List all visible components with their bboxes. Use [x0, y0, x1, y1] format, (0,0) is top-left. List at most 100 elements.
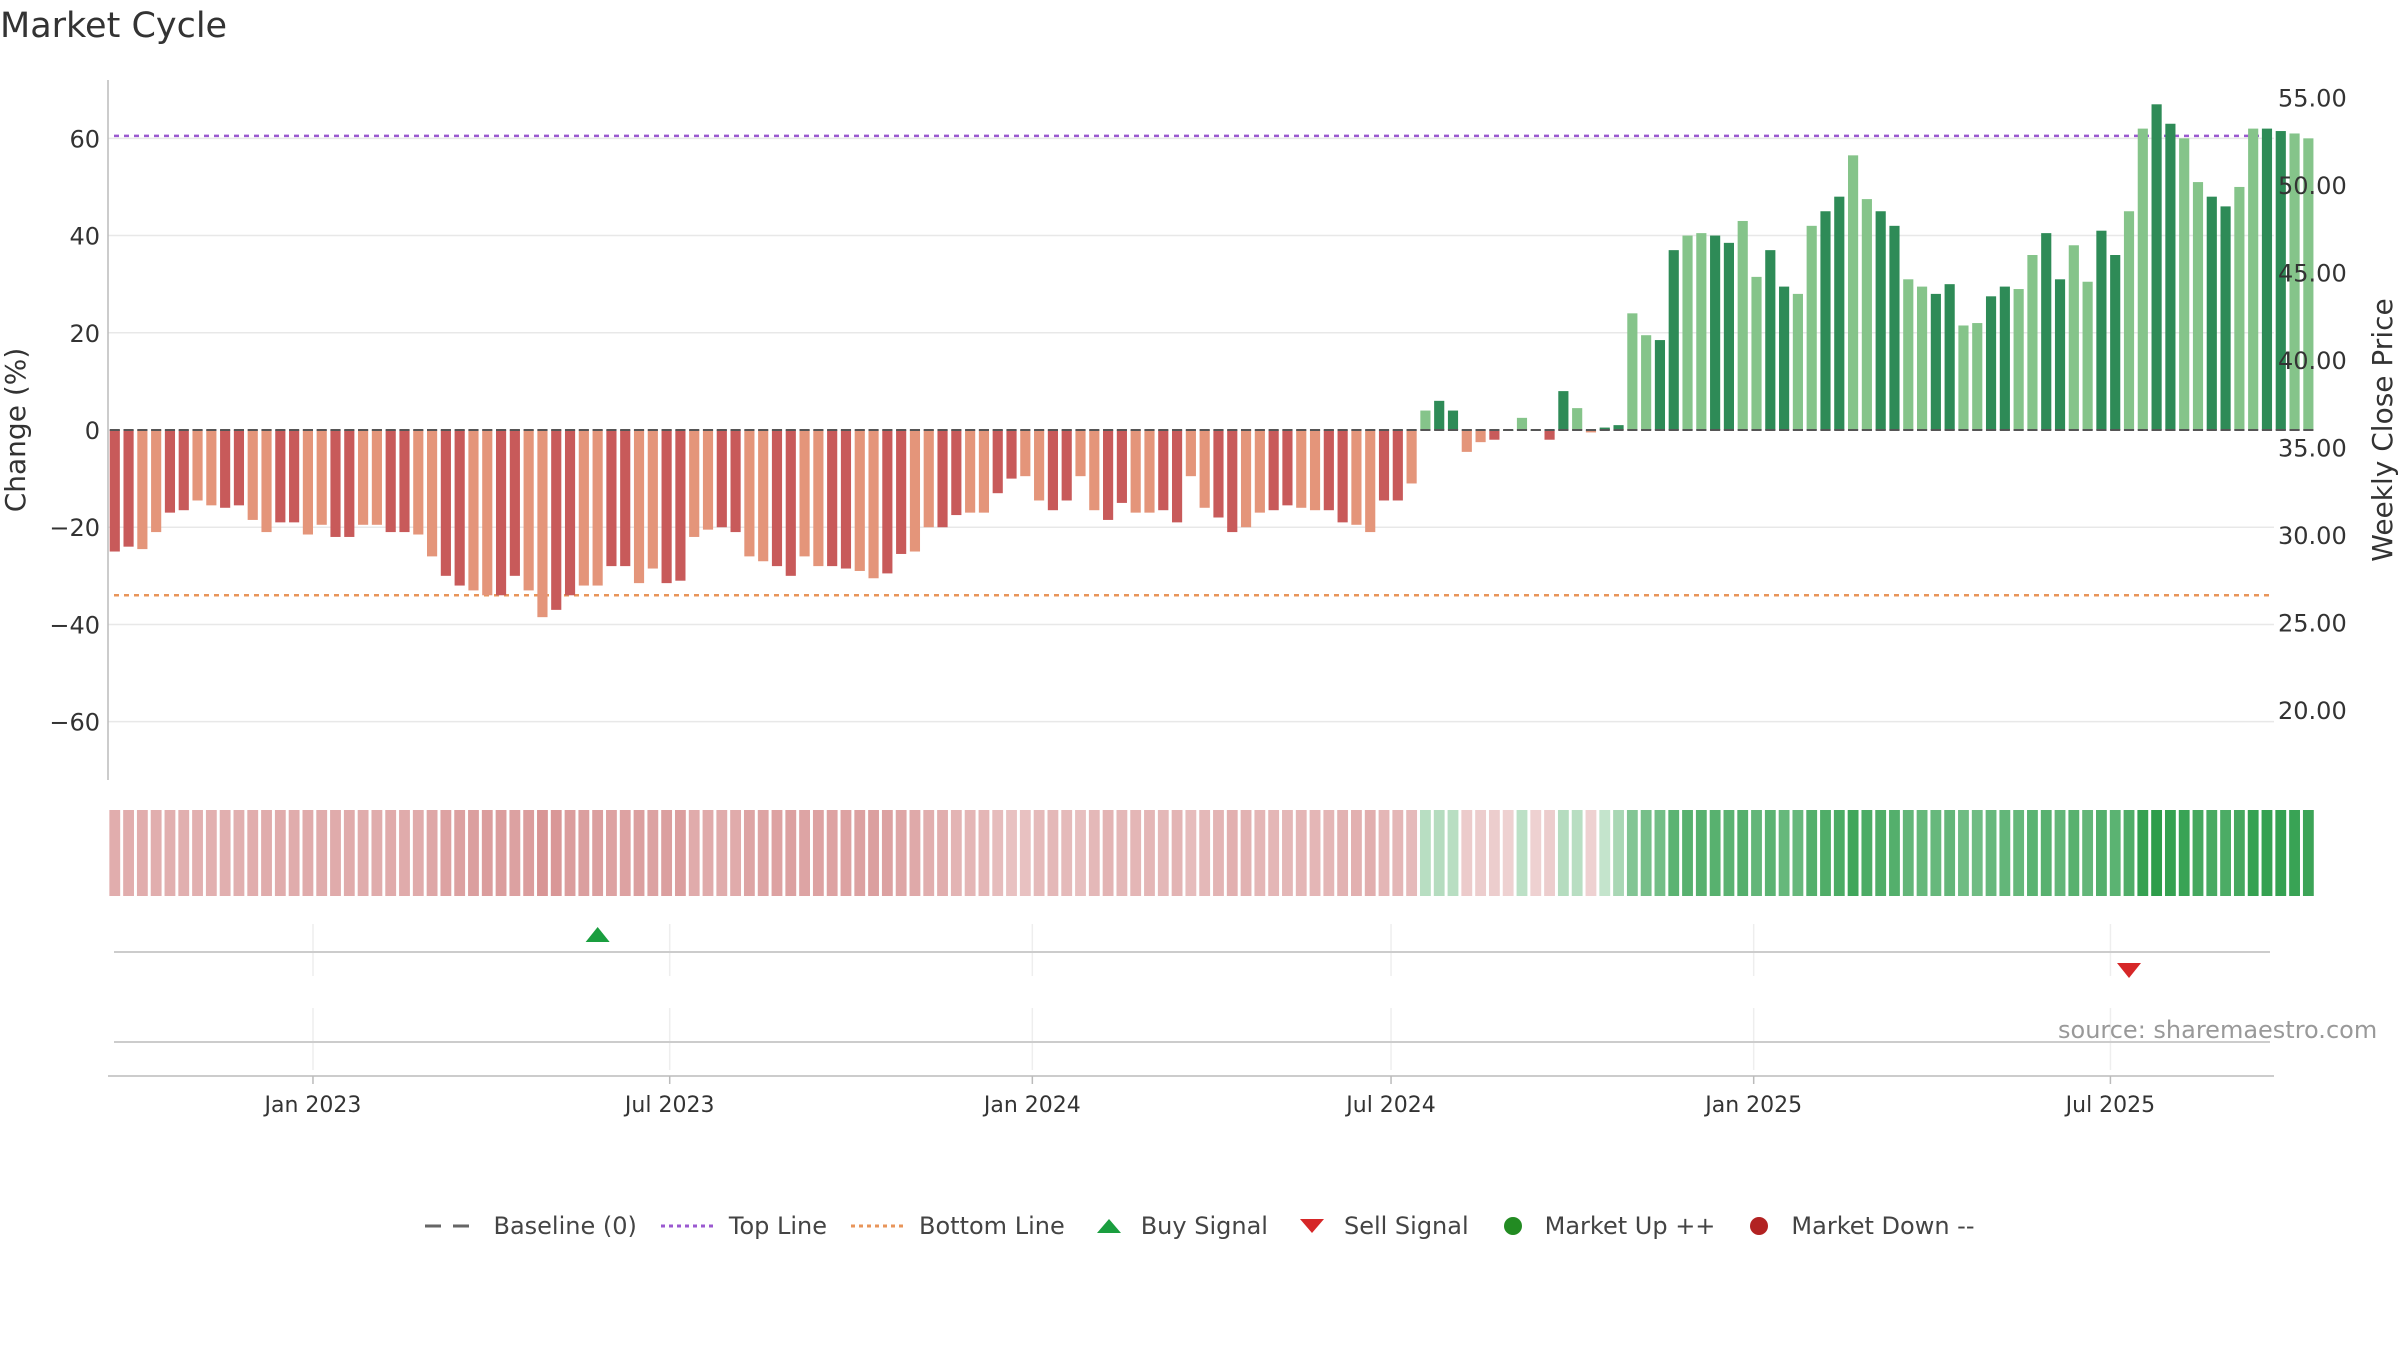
bar: [1820, 211, 1831, 430]
x-tick-label: Jul 2024: [1344, 1093, 1436, 1118]
y-tick-label: 40: [69, 223, 100, 251]
bar: [123, 430, 134, 547]
bar: [1558, 391, 1569, 430]
bar: [1875, 211, 1886, 430]
bar: [2220, 206, 2231, 430]
y2-axis-label: Weekly Close Price: [2366, 298, 2399, 561]
shade-cell: [1764, 810, 1776, 896]
shade-cell: [2040, 810, 2052, 896]
bar: [771, 430, 783, 567]
shade-cell: [1502, 810, 1514, 896]
shade-cell: [1364, 810, 1376, 896]
bar: [1751, 276, 1762, 430]
shade-cell: [1006, 810, 1017, 896]
bar: [2068, 245, 2079, 430]
shade-cell: [1447, 810, 1459, 896]
signal-panel: [114, 924, 2270, 1070]
shade-cell: [288, 810, 300, 896]
bar: [2110, 255, 2121, 430]
shade-cell: [1185, 810, 1197, 896]
legend-label: Buy Signal: [1140, 1212, 1268, 1240]
shade-cell: [702, 810, 714, 896]
bar: [2192, 182, 2204, 430]
shade-cell: [812, 810, 824, 896]
shade-cell: [1157, 810, 1169, 896]
bar: [1972, 323, 1983, 430]
shade-cell: [1226, 810, 1238, 896]
bar: [1916, 286, 1928, 430]
bar: [371, 430, 382, 525]
bar: [1171, 430, 1183, 523]
bar: [482, 430, 493, 596]
shade-cell: [1295, 810, 1307, 896]
source-note: source: sharemaestro.com: [2058, 1016, 2378, 1044]
shade-cell: [537, 810, 548, 896]
bar: [2261, 128, 2273, 430]
bar: [1158, 430, 1169, 511]
shade-cell: [1199, 810, 1211, 896]
bar: [1199, 430, 1210, 508]
bar: [2206, 196, 2217, 430]
shade-cell: [1682, 810, 1693, 896]
bar: [178, 430, 189, 511]
x-tick-label: Jan 2024: [982, 1093, 1081, 1118]
bar: [620, 430, 631, 567]
shade-cell: [771, 810, 783, 896]
shade-cell: [233, 810, 245, 896]
bar: [2289, 133, 2300, 430]
y2-tick-label: 35.00: [2278, 435, 2347, 463]
bar: [220, 430, 231, 508]
shade-cell: [1985, 810, 1997, 896]
bar: [1641, 335, 1652, 430]
bar: [1779, 286, 1790, 430]
shade-cell: [1282, 810, 1293, 896]
shade-cell: [495, 810, 507, 896]
shade-cell: [840, 810, 852, 896]
shade-cell: [1406, 810, 1418, 896]
shade-cell: [1613, 810, 1624, 896]
shade-cell: [1737, 810, 1749, 896]
shade-cell: [550, 810, 562, 896]
bar: [633, 430, 645, 584]
shade-cell: [150, 810, 162, 896]
shade-cell: [1116, 810, 1128, 896]
shade-cell: [964, 810, 976, 896]
shade-cell: [1585, 810, 1597, 896]
bar: [399, 430, 410, 533]
shade-cell: [895, 810, 907, 896]
shade-cell: [1930, 810, 1942, 896]
legend-label: Top Line: [728, 1212, 828, 1240]
shade-cell: [1171, 810, 1183, 896]
shade-cell: [757, 810, 769, 896]
bar: [1944, 284, 1955, 430]
x-tick-label: Jan 2025: [1703, 1093, 1802, 1118]
y2-tick-label: 20.00: [2278, 697, 2347, 725]
bar: [523, 430, 534, 591]
legend-label: Market Up ++: [1544, 1212, 1716, 1240]
bar: [1682, 235, 1693, 430]
shade-cell: [164, 810, 176, 896]
bar: [1213, 430, 1224, 518]
shade-cell: [440, 810, 452, 896]
bottom-line-swatch: [851, 1224, 908, 1228]
bar: [689, 430, 700, 537]
legend: Baseline (0) Top Line Bottom Line Buy Si…: [0, 1206, 2400, 1246]
shade-cell: [371, 810, 383, 896]
bar: [1599, 427, 1610, 430]
bar: [330, 430, 341, 537]
shade-cell: [633, 810, 645, 896]
legend-label: Market Down --: [1791, 1212, 1975, 1240]
bar: [1903, 279, 1914, 430]
shade-cell: [2137, 810, 2149, 896]
bar: [578, 430, 589, 586]
bar: [1378, 430, 1390, 501]
bar: [551, 430, 562, 610]
bar: [827, 430, 838, 567]
bar: [730, 430, 741, 533]
legend-buy-signal: Buy Signal: [1089, 1212, 1268, 1240]
legend-sell-signal: Sell Signal: [1292, 1212, 1469, 1240]
shade-cell: [205, 810, 217, 896]
bar: [440, 430, 451, 576]
shade-cell: [1861, 810, 1873, 896]
bar: [302, 430, 313, 535]
